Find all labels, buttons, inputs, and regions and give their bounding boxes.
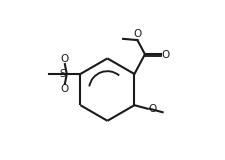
Text: O: O: [61, 54, 69, 64]
Text: S: S: [59, 69, 66, 79]
Text: O: O: [161, 50, 169, 60]
Text: O: O: [147, 104, 156, 114]
Text: O: O: [61, 84, 69, 94]
Text: O: O: [133, 29, 141, 39]
